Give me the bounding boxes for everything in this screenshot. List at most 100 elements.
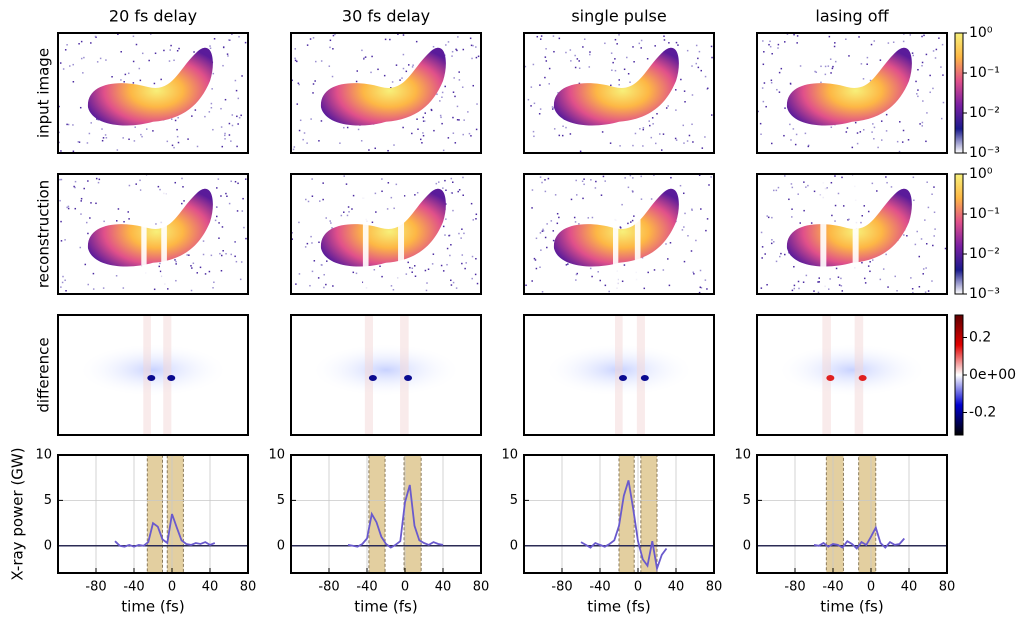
noise-dot (641, 256, 644, 259)
noise-dot (639, 128, 641, 130)
chart-frame (290, 454, 482, 574)
noise-dot (204, 273, 207, 275)
noise-dot (646, 58, 649, 60)
x-tick-label: 40 (202, 580, 219, 595)
image-panel (57, 173, 249, 295)
noise-dot (608, 290, 610, 293)
noise-dot (541, 230, 544, 232)
noise-dot (705, 229, 707, 232)
y-tick-label: 10 (35, 448, 52, 463)
noise-dot (767, 216, 770, 219)
noise-dot (452, 209, 454, 212)
noise-dot (236, 115, 238, 118)
noise-dot (102, 287, 105, 289)
y-tick-label: 0 (510, 538, 518, 553)
noise-dot (917, 89, 919, 91)
noise-dot (390, 86, 392, 89)
noise-dot (867, 265, 870, 267)
noise-dot (227, 55, 229, 57)
noise-dot (941, 43, 944, 46)
image-panel (290, 314, 482, 436)
noise-dot (848, 218, 850, 221)
noise-dot (771, 216, 773, 219)
noise-dot (793, 265, 795, 268)
chart-frame (57, 454, 249, 574)
diff-spot (147, 375, 156, 381)
noise-dot (174, 259, 176, 261)
noise-dot (326, 260, 328, 262)
noise-dot (176, 135, 179, 138)
noise-dot (230, 180, 232, 183)
noise-dot (355, 80, 358, 83)
noise-dot (588, 66, 591, 68)
noise-dot (769, 45, 772, 48)
noise-dot (66, 123, 68, 126)
noise-dot (784, 41, 786, 43)
noise-dot (411, 267, 414, 270)
noise-dot (653, 174, 655, 176)
noise-dot (465, 262, 467, 264)
noise-dot (416, 118, 418, 120)
noise-dot (817, 291, 820, 294)
noise-dot (917, 95, 919, 98)
noise-dot (89, 217, 91, 219)
noise-dot (375, 211, 377, 213)
noise-dot (862, 78, 865, 80)
noise-dot (621, 203, 623, 206)
noise-dot (575, 179, 577, 182)
noise-dot (220, 107, 222, 110)
noise-dot (890, 186, 893, 188)
noise-dot (863, 205, 866, 207)
noise-dot (902, 40, 905, 43)
noise-dot (805, 186, 807, 188)
noise-dot (834, 204, 837, 207)
noise-dot (381, 190, 383, 193)
noise-dot (228, 202, 231, 205)
noise-dot (415, 40, 418, 43)
noise-dot (362, 281, 364, 284)
colorbar-tick-label: 0.2 (969, 330, 991, 346)
noise-dot (565, 51, 567, 54)
noise-dot (542, 230, 545, 232)
noise-dot (160, 78, 162, 81)
noise-dot (135, 43, 138, 46)
noise-dot (312, 92, 314, 94)
noise-dot (775, 260, 778, 263)
x-axis-label: time (fs) (587, 598, 650, 616)
noise-dot (915, 80, 917, 83)
noise-dot (181, 177, 183, 180)
noise-dot (544, 236, 547, 239)
noise-dot (462, 133, 464, 136)
y-tick-label: 10 (268, 448, 285, 463)
x-tick-label: 40 (668, 580, 685, 595)
noise-dot (67, 123, 70, 126)
noise-dot (222, 46, 225, 49)
noise-dot (581, 180, 584, 182)
noise-dot (642, 127, 645, 129)
noise-dot (638, 42, 641, 45)
noise-dot (383, 74, 386, 77)
noise-dot (386, 208, 389, 210)
noise-dot (209, 47, 212, 49)
noise-dot (163, 49, 165, 52)
noise-dot (208, 270, 211, 273)
noise-dot (933, 235, 935, 237)
noise-dot (546, 246, 548, 249)
noise-dot (313, 260, 316, 262)
noise-dot (575, 279, 577, 281)
noise-dot (813, 190, 816, 193)
noise-dot (352, 271, 355, 274)
noise-dot (153, 288, 156, 291)
noise-dot (600, 194, 603, 196)
noise-dot (920, 238, 923, 240)
noise-dot (877, 146, 879, 149)
panel-frame (523, 32, 715, 154)
noise-dot (539, 38, 542, 40)
noise-dot (879, 278, 882, 281)
noise-dot (933, 211, 936, 214)
noise-dot (902, 129, 905, 132)
noise-dot (452, 132, 455, 134)
noise-dot (663, 39, 666, 41)
noise-dot (411, 66, 414, 68)
noise-dot (141, 135, 143, 138)
